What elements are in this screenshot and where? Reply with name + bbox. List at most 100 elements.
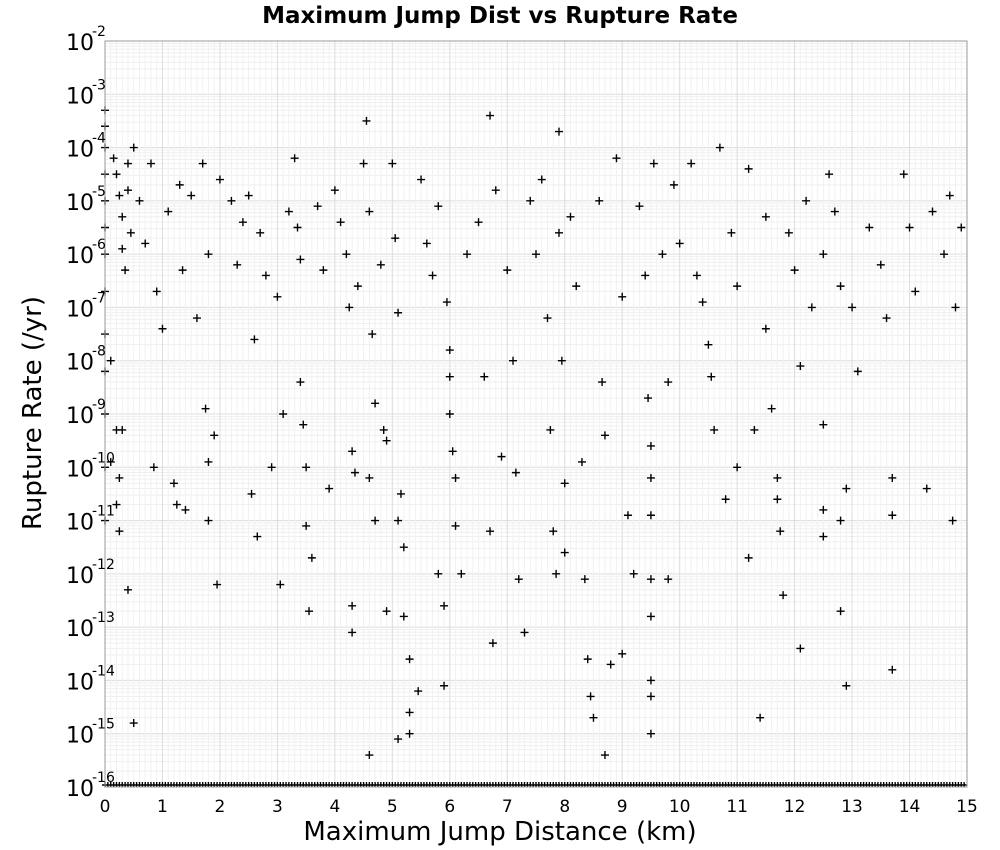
y-tick-exponent: -6 xyxy=(92,237,106,253)
data-point xyxy=(948,516,957,525)
y-tick-base: 10 xyxy=(66,670,94,695)
data-point xyxy=(664,378,673,387)
data-point xyxy=(586,692,595,701)
y-tick-base: 10 xyxy=(66,617,94,642)
data-point xyxy=(445,346,454,355)
data-point xyxy=(399,612,408,621)
y-tick-label: 10-16 xyxy=(66,770,115,802)
data-point xyxy=(396,489,405,498)
data-point xyxy=(115,191,124,200)
x-tick-label: 6 xyxy=(444,797,455,817)
x-tick-label: 10 xyxy=(669,797,691,817)
data-point xyxy=(284,207,293,216)
x-tick-label: 1 xyxy=(157,797,168,817)
y-tick-base: 10 xyxy=(66,564,94,589)
data-point xyxy=(549,527,558,536)
y-tick-label: 10-14 xyxy=(66,663,115,695)
data-point xyxy=(497,452,506,461)
data-point xyxy=(135,196,144,205)
data-point xyxy=(394,308,403,317)
data-point xyxy=(394,735,403,744)
data-point xyxy=(692,271,701,280)
data-point xyxy=(580,575,589,584)
data-point xyxy=(342,250,351,259)
data-point xyxy=(756,713,765,722)
y-tick-base: 10 xyxy=(66,191,94,216)
data-point xyxy=(761,324,770,333)
data-point xyxy=(888,511,897,520)
data-point xyxy=(618,649,627,658)
data-point xyxy=(428,271,437,280)
data-point xyxy=(391,234,400,243)
data-point xyxy=(773,473,782,482)
x-axis-label: Maximum Jump Distance (km) xyxy=(303,817,697,847)
data-point xyxy=(192,314,201,323)
y-tick-label: 10-13 xyxy=(66,610,115,642)
y-tick-base: 10 xyxy=(66,244,94,269)
data-point xyxy=(675,239,684,248)
x-tick-label: 15 xyxy=(956,797,978,817)
data-point xyxy=(511,468,520,477)
data-point xyxy=(646,441,655,450)
data-point xyxy=(118,425,127,434)
x-tick-labels: 0 1 2 3 4 5 6 7 8 9 10 11 12 13 14 15 xyxy=(100,797,978,817)
data-point xyxy=(486,527,495,536)
data-point xyxy=(807,303,816,312)
data-point xyxy=(819,420,828,429)
y-tick-base: 10 xyxy=(66,31,94,56)
y-tick-base: 10 xyxy=(66,297,94,322)
y-tick-label: 10-2 xyxy=(66,24,106,56)
data-point xyxy=(250,335,259,344)
data-point xyxy=(445,410,454,418)
data-point xyxy=(215,175,224,184)
data-point xyxy=(474,218,483,227)
y-tick-label: 10-7 xyxy=(66,290,106,322)
data-point xyxy=(279,410,288,418)
data-point xyxy=(457,569,466,578)
data-point xyxy=(848,303,857,312)
data-point xyxy=(118,212,127,221)
data-point xyxy=(164,207,173,216)
data-point xyxy=(267,463,276,472)
data-point xyxy=(819,250,828,259)
data-point xyxy=(382,436,391,445)
data-point xyxy=(451,521,460,530)
data-point xyxy=(646,511,655,520)
data-point xyxy=(325,484,334,493)
data-point xyxy=(658,250,667,259)
data-point xyxy=(198,159,207,168)
data-point xyxy=(790,266,799,275)
data-point xyxy=(509,356,518,365)
data-point xyxy=(345,303,354,312)
data-point xyxy=(687,159,696,168)
data-point xyxy=(448,447,457,456)
data-point xyxy=(503,266,512,275)
data-point xyxy=(440,681,449,690)
y-tick-exponent: -10 xyxy=(92,450,115,466)
chart-title: Maximum Jump Dist vs Rupture Rate xyxy=(262,3,738,29)
y-tick-label: 10-10 xyxy=(66,450,115,482)
data-point xyxy=(635,202,644,211)
data-point xyxy=(865,223,874,232)
data-point xyxy=(629,569,638,578)
y-tick-label: 10-6 xyxy=(66,237,106,269)
data-point xyxy=(669,180,678,189)
data-point xyxy=(313,202,322,211)
data-point xyxy=(710,425,719,434)
data-point xyxy=(273,292,282,301)
data-point xyxy=(488,639,497,648)
y-tick-base: 10 xyxy=(66,138,94,163)
data-point xyxy=(767,404,776,413)
data-point xyxy=(612,154,621,163)
data-point xyxy=(276,580,285,589)
data-point xyxy=(819,532,828,541)
data-point xyxy=(945,191,954,200)
data-point xyxy=(296,255,305,264)
y-tick-label: 10-11 xyxy=(66,504,115,536)
x-tick-label: 9 xyxy=(617,797,628,817)
data-point xyxy=(442,298,451,307)
data-point xyxy=(784,228,793,237)
x-tick-label: 11 xyxy=(726,797,748,817)
data-point xyxy=(543,314,552,323)
data-point xyxy=(112,170,121,179)
